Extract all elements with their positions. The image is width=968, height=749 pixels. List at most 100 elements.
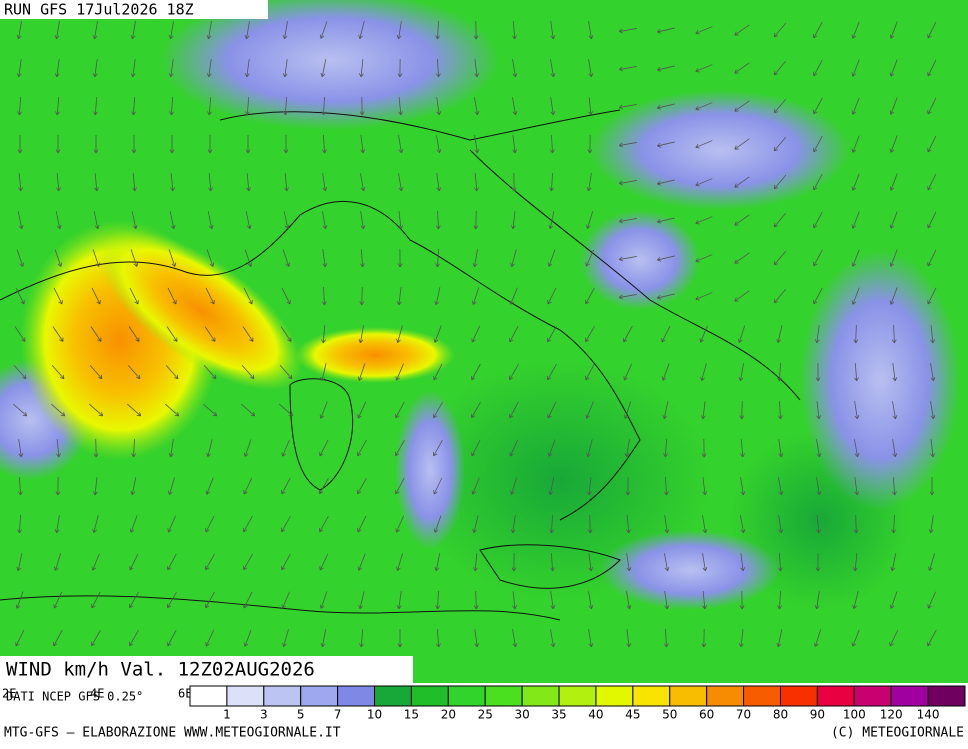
wind-arrow [928,553,935,571]
wind-arrow [664,515,670,534]
wind-arrow [586,477,592,496]
wind-arrow [927,97,937,115]
wind-arrow [395,515,404,533]
wind-arrow [927,135,937,153]
wind-arrow [18,439,24,458]
wind-arrow [202,403,218,417]
wind-arrow [587,514,593,534]
wind-arrow [550,629,556,648]
wind-arrow [165,364,179,380]
wind-arrow [127,364,141,380]
wind-arrow [281,477,291,495]
wind-arrow [360,248,365,268]
wind-field [0,0,968,683]
scale-label: 50 [662,708,677,722]
wind-arrow [656,27,675,34]
wind-arrow [55,476,61,496]
wind-arrow [205,287,215,305]
wind-arrow [16,59,22,78]
wind-arrow [397,628,403,648]
wind-arrow [889,97,898,115]
wind-arrow [585,363,595,381]
wind-arrow [851,249,860,267]
wind-arrow [53,553,62,571]
wind-arrow [167,287,177,305]
wind-arrow [360,173,366,192]
wind-arrow [927,173,937,191]
wind-arrow [854,477,860,496]
footer-right: (C) METEOGIORNALE [831,726,964,741]
scale-swatch [263,685,302,707]
wind-arrow [695,26,713,35]
wind-arrow [50,403,66,417]
wind-arrow [550,59,556,78]
wind-arrow [319,401,328,419]
wind-arrow [129,553,139,571]
wind-arrow [284,173,289,192]
wind-arrow [738,363,744,382]
wind-arrow [618,66,637,72]
wind-arrow [661,325,671,343]
scale-label: 100 [843,708,866,722]
wind-arrow [360,135,366,154]
wind-arrow [695,140,713,149]
wind-arrow [243,629,252,647]
wind-arrow [359,286,365,306]
scale-swatch [521,685,560,707]
wind-arrow [852,591,859,610]
wind-arrow [889,249,898,267]
scale-label: 5 [297,708,305,722]
wind-arrow [549,134,555,154]
wind-arrow [702,515,708,534]
wind-arrow [169,96,174,116]
wind-arrow [13,364,27,380]
wind-arrow [395,477,405,495]
wind-arrow [695,254,713,263]
wind-arrow [889,591,898,609]
wind-arrow [471,477,480,495]
wind-arrow [813,249,823,267]
wind-arrow [547,363,557,381]
scale-swatch [558,685,597,707]
scale-label: 45 [625,708,640,722]
wind-arrow [585,287,595,305]
wind-arrow [889,59,898,77]
wind-arrow [586,173,592,192]
scale-swatch [706,685,745,707]
wind-arrow [357,439,367,457]
wind-arrow [472,249,478,268]
wind-arrow [93,96,98,116]
wind-arrow [92,59,98,78]
wind-arrow [927,591,936,609]
wind-arrow [282,629,289,647]
wind-arrow [509,401,519,419]
wind-arrow [398,135,404,154]
wind-arrow [53,287,63,305]
wind-arrow [734,214,750,226]
wind-arrow [656,255,675,262]
wind-arrow [656,217,675,224]
wind-arrow [739,590,745,610]
wind-arrow [471,287,480,305]
scale-swatch [189,685,228,707]
wind-arrow [168,249,177,267]
wind-arrow [168,477,175,495]
wind-arrow [129,515,138,533]
wind-arrow [927,249,937,267]
wind-arrow [94,173,99,192]
wind-arrow [626,629,632,648]
wind-arrow [242,326,254,342]
wind-arrow [434,553,441,572]
wind-arrow [396,287,402,306]
wind-arrow [436,628,441,648]
wind-arrow [54,249,63,267]
scale-label: 1 [223,708,231,722]
wind-arrow [92,21,98,40]
wind-arrow [474,59,480,78]
wind-arrow [778,439,784,458]
wind-arrow [889,629,899,647]
wind-arrow [664,591,670,610]
wind-arrow [435,210,441,230]
scale-label: 120 [880,708,903,722]
color-scale: 1 3 5 7 10 15 20 25 30 35 40 45 50 60 70 80 90 100 120 140 [189,685,966,722]
